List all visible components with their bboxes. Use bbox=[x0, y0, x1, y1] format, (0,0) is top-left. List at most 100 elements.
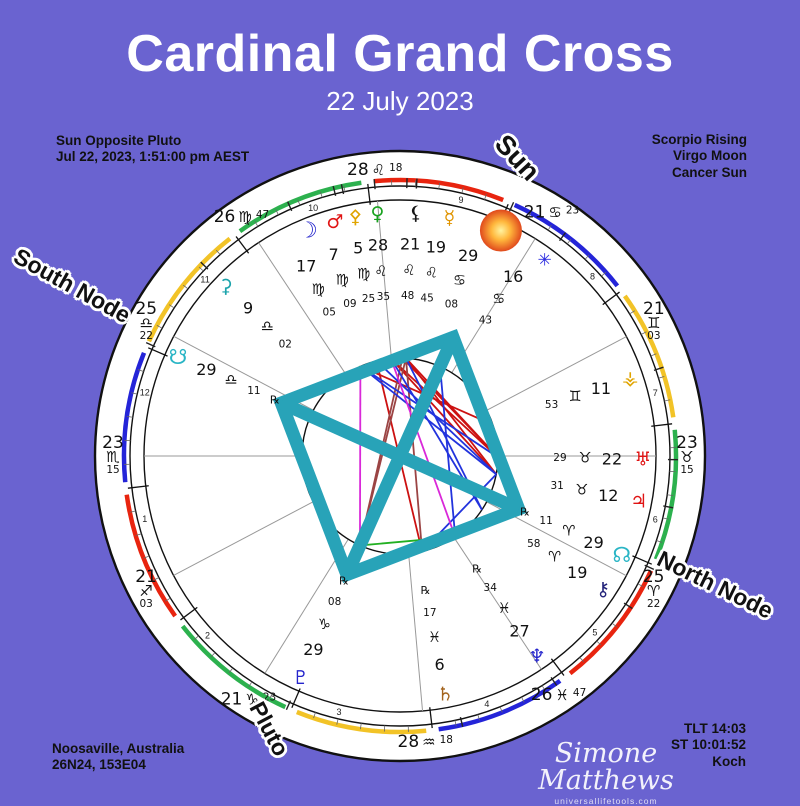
house-number-12: 12 bbox=[140, 388, 150, 398]
saturn-icon: ♄ bbox=[437, 684, 454, 706]
planet-pallas-minutes: 25 bbox=[362, 293, 375, 305]
vesta-icon: ⚶ bbox=[622, 367, 638, 389]
planet-mars-sign: ♍ bbox=[336, 272, 349, 288]
planet-south-node-sign: ♎ bbox=[225, 373, 238, 389]
planet-pluto-degree: 29 bbox=[303, 640, 323, 659]
planet-vesta-minutes: 53 bbox=[545, 399, 558, 411]
planet-mars-minutes: 09 bbox=[343, 298, 356, 310]
planet-pluto-sign: ♑ bbox=[318, 617, 331, 633]
planet-pluto-retrograde: ℞ bbox=[339, 575, 349, 588]
planet-juno-degree: 16 bbox=[503, 267, 523, 286]
signature-name: Simone Matthews bbox=[516, 740, 696, 794]
planet-south-node-retrograde: ℞ bbox=[270, 394, 280, 407]
chiron-icon: ⚷ bbox=[596, 578, 610, 600]
watermark-signature: Simone Matthews universallifetools.com bbox=[516, 740, 696, 806]
planet-saturn-minutes: 17 bbox=[423, 607, 436, 619]
house-number-4: 4 bbox=[484, 699, 489, 709]
ceres-icon: ⚳ bbox=[219, 276, 233, 298]
planet-vesta-sign: ♊ bbox=[569, 389, 582, 405]
house-number-1: 1 bbox=[142, 514, 147, 524]
planet-uranus-minutes: 29 bbox=[553, 452, 566, 464]
planet-moon-degree: 17 bbox=[296, 256, 316, 275]
planet-ceres-degree: 9 bbox=[243, 299, 253, 318]
south-node-icon: ☋ bbox=[169, 345, 188, 369]
planet-juno-minutes: 43 bbox=[479, 315, 492, 327]
planet-north-node-degree: 29 bbox=[583, 533, 603, 552]
moon-icon: ☽ bbox=[298, 219, 318, 244]
planet-pallas-degree: 5 bbox=[353, 239, 363, 258]
planet-sun-sign: ♋ bbox=[453, 273, 466, 289]
planet-north-node-minutes: 11 bbox=[539, 515, 552, 527]
house-number-11: 11 bbox=[200, 274, 209, 284]
planet-neptune-retrograde: ℞ bbox=[472, 563, 482, 576]
planet-juno-sign: ♋ bbox=[492, 292, 505, 308]
planet-venus-sign: ♌ bbox=[374, 264, 387, 280]
pluto-icon: ♇ bbox=[292, 667, 309, 689]
cusp-label-12-min: 22 bbox=[140, 330, 153, 342]
planet-neptune-degree: 27 bbox=[509, 622, 529, 641]
planet-neptune-minutes: 34 bbox=[484, 582, 498, 594]
planet-mercury-sign: ♌ bbox=[425, 266, 438, 282]
planet-venus-degree: 28 bbox=[368, 236, 388, 255]
planet-ceres-sign: ♎ bbox=[261, 319, 274, 335]
house-number-10: 10 bbox=[308, 203, 318, 213]
mercury-icon: ☿ bbox=[444, 207, 456, 229]
planet-mars-degree: 7 bbox=[329, 245, 339, 264]
planet-chiron-sign: ♈ bbox=[548, 550, 561, 566]
planet-jupiter-sign: ♉ bbox=[575, 482, 588, 498]
planet-moon-sign: ♍ bbox=[312, 282, 325, 298]
north-node-icon: ☊ bbox=[613, 543, 632, 567]
house-number-9: 9 bbox=[458, 195, 463, 205]
planet-jupiter-minutes: 31 bbox=[551, 480, 564, 492]
mars-icon: ♂ bbox=[326, 211, 343, 233]
planet-uranus-degree: 22 bbox=[602, 449, 622, 468]
venus-icon: ♀ bbox=[370, 203, 384, 225]
signature-site: universallifetools.com bbox=[516, 796, 696, 806]
planet-north-node-retrograde: ℞ bbox=[520, 505, 530, 518]
house-number-2: 2 bbox=[205, 630, 210, 640]
planet-neptune-sign: ♓ bbox=[498, 601, 511, 617]
sun-icon bbox=[480, 210, 522, 252]
planet-lilith-sign: ♌ bbox=[402, 263, 415, 279]
planet-chiron-minutes: 58 bbox=[527, 538, 540, 550]
planet-lilith-degree: 21 bbox=[400, 235, 420, 254]
planet-saturn-sign: ♓ bbox=[428, 630, 441, 646]
planet-chiron-degree: 19 bbox=[567, 563, 587, 582]
cusp-label-8-min: 03 bbox=[647, 330, 660, 342]
planet-sun-degree: 29 bbox=[458, 246, 478, 265]
cusp-label-2-min: 03 bbox=[139, 598, 152, 610]
uranus-icon: ♅ bbox=[634, 448, 651, 470]
pallas-icon: ⚴ bbox=[349, 206, 363, 228]
house-number-8: 8 bbox=[590, 272, 595, 282]
planet-tick-mercury bbox=[416, 179, 417, 189]
planet-south-node-minutes: 11 bbox=[247, 385, 260, 397]
planet-mercury-minutes: 45 bbox=[420, 292, 433, 304]
house-number-6: 6 bbox=[653, 514, 658, 524]
lilith-icon: ⚸ bbox=[409, 203, 423, 225]
planet-pallas-sign: ♍ bbox=[357, 267, 370, 283]
planet-tick-venus bbox=[374, 179, 375, 189]
planet-ceres-minutes: 02 bbox=[279, 338, 292, 350]
house-number-5: 5 bbox=[592, 628, 597, 638]
planet-pluto-minutes: 08 bbox=[328, 596, 341, 608]
planet-vesta-degree: 11 bbox=[591, 379, 611, 398]
planet-sun-minutes: 08 bbox=[445, 298, 458, 310]
cusp-label-1-min: 15 bbox=[106, 464, 119, 476]
planet-saturn-degree: 6 bbox=[434, 655, 444, 674]
planet-mercury-degree: 19 bbox=[426, 238, 446, 257]
planet-south-node-degree: 29 bbox=[196, 360, 216, 379]
house-number-3: 3 bbox=[337, 707, 342, 717]
house-number-7: 7 bbox=[653, 388, 658, 398]
planet-lilith-minutes: 48 bbox=[401, 290, 414, 302]
planet-moon-minutes: 05 bbox=[323, 307, 336, 319]
planet-jupiter-degree: 12 bbox=[598, 486, 618, 505]
neptune-icon: ♆ bbox=[528, 646, 545, 668]
planet-saturn-retrograde: ℞ bbox=[421, 584, 431, 597]
planet-venus-minutes: 35 bbox=[377, 291, 390, 303]
cusp-label-6-min: 22 bbox=[647, 598, 660, 610]
jupiter-icon: ♃ bbox=[630, 490, 647, 512]
cusp-label-7-min: 15 bbox=[680, 464, 693, 476]
planet-north-node-sign: ♈ bbox=[562, 523, 575, 539]
